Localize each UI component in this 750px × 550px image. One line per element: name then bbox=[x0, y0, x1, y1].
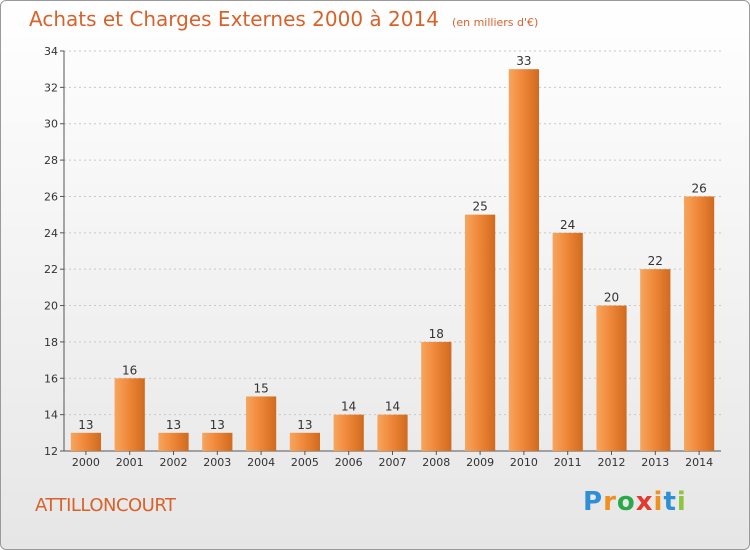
data-label: 25 bbox=[472, 200, 487, 214]
data-labels: 13 16 13 13 15 13 14 14 18 25 33 24 20 22 26 bbox=[78, 54, 706, 432]
y-tick-label: 24 bbox=[44, 227, 58, 240]
bar bbox=[289, 432, 321, 451]
data-label: 33 bbox=[516, 54, 531, 68]
data-label: 15 bbox=[253, 381, 268, 395]
bar bbox=[640, 269, 671, 451]
x-tick-label: 2011 bbox=[554, 456, 582, 469]
data-label: 13 bbox=[297, 418, 312, 432]
commune-name: ATTILLONCOURT bbox=[35, 495, 176, 516]
brand-letter: i bbox=[653, 487, 664, 517]
y-tick-label: 28 bbox=[44, 154, 58, 167]
x-tick-label: 2007 bbox=[379, 456, 407, 469]
x-tick-label: 2002 bbox=[160, 456, 188, 469]
data-label: 16 bbox=[122, 363, 137, 377]
data-label: 14 bbox=[385, 400, 400, 414]
brand-letter: P bbox=[583, 487, 604, 517]
brand-letter: o bbox=[616, 487, 636, 517]
bar bbox=[596, 305, 627, 451]
x-tick-label: 2004 bbox=[247, 456, 275, 469]
chart-title: Achats et Charges Externes 2000 à 2014 bbox=[29, 7, 439, 31]
bar bbox=[508, 69, 540, 451]
x-tick-label: 2012 bbox=[598, 456, 626, 469]
data-label: 13 bbox=[78, 418, 93, 432]
x-tick-label: 2014 bbox=[685, 456, 713, 469]
y-tick-label: 14 bbox=[44, 409, 58, 422]
data-label: 18 bbox=[429, 327, 444, 341]
brand-letter: r bbox=[603, 487, 617, 517]
x-tick-label: 2010 bbox=[510, 456, 538, 469]
y-tick-label: 32 bbox=[44, 81, 58, 94]
y-tick-label: 16 bbox=[44, 372, 58, 385]
bar bbox=[421, 341, 452, 451]
bar bbox=[202, 432, 233, 451]
brand-logo[interactable]: Proxiti bbox=[583, 487, 687, 517]
bar bbox=[464, 214, 496, 451]
bar bbox=[158, 432, 189, 451]
data-label: 13 bbox=[166, 418, 181, 432]
x-tick-label: 2003 bbox=[203, 456, 231, 469]
x-tick-label: 2008 bbox=[422, 456, 450, 469]
data-label: 13 bbox=[210, 418, 225, 432]
data-label: 20 bbox=[604, 291, 619, 305]
brand-letter: t bbox=[663, 487, 677, 517]
x-tick-label: 2013 bbox=[641, 456, 669, 469]
bar bbox=[114, 378, 145, 451]
bar bbox=[552, 232, 583, 451]
y-tick-label: 34 bbox=[44, 45, 58, 58]
y-tick-label: 22 bbox=[44, 263, 58, 276]
data-label: 22 bbox=[648, 254, 663, 268]
brand-letter: x bbox=[635, 487, 654, 517]
bar bbox=[245, 396, 277, 451]
bar bbox=[683, 196, 715, 451]
x-tick-label: 2005 bbox=[291, 456, 319, 469]
brand-letter: i bbox=[676, 487, 687, 517]
y-tick-label: 30 bbox=[44, 118, 58, 131]
chart-subtitle: (en milliers d'€) bbox=[452, 16, 539, 29]
bar bbox=[377, 414, 408, 451]
data-label: 26 bbox=[691, 181, 706, 195]
y-tick-label: 18 bbox=[44, 336, 58, 349]
x-tick-label: 2000 bbox=[72, 456, 100, 469]
title-block: Achats et Charges Externes 2000 à 2014 (… bbox=[29, 7, 538, 31]
y-tick-label: 12 bbox=[44, 445, 58, 458]
y-tick-label: 20 bbox=[44, 300, 58, 313]
x-tick-label: 2001 bbox=[116, 456, 144, 469]
bar bbox=[70, 432, 102, 451]
x-tick-label: 2006 bbox=[335, 456, 363, 469]
x-tick-label: 2009 bbox=[466, 456, 494, 469]
y-tick-label: 26 bbox=[44, 190, 58, 203]
data-label: 24 bbox=[560, 218, 575, 232]
data-label: 14 bbox=[341, 400, 356, 414]
bar bbox=[333, 414, 364, 451]
bars bbox=[70, 69, 715, 451]
